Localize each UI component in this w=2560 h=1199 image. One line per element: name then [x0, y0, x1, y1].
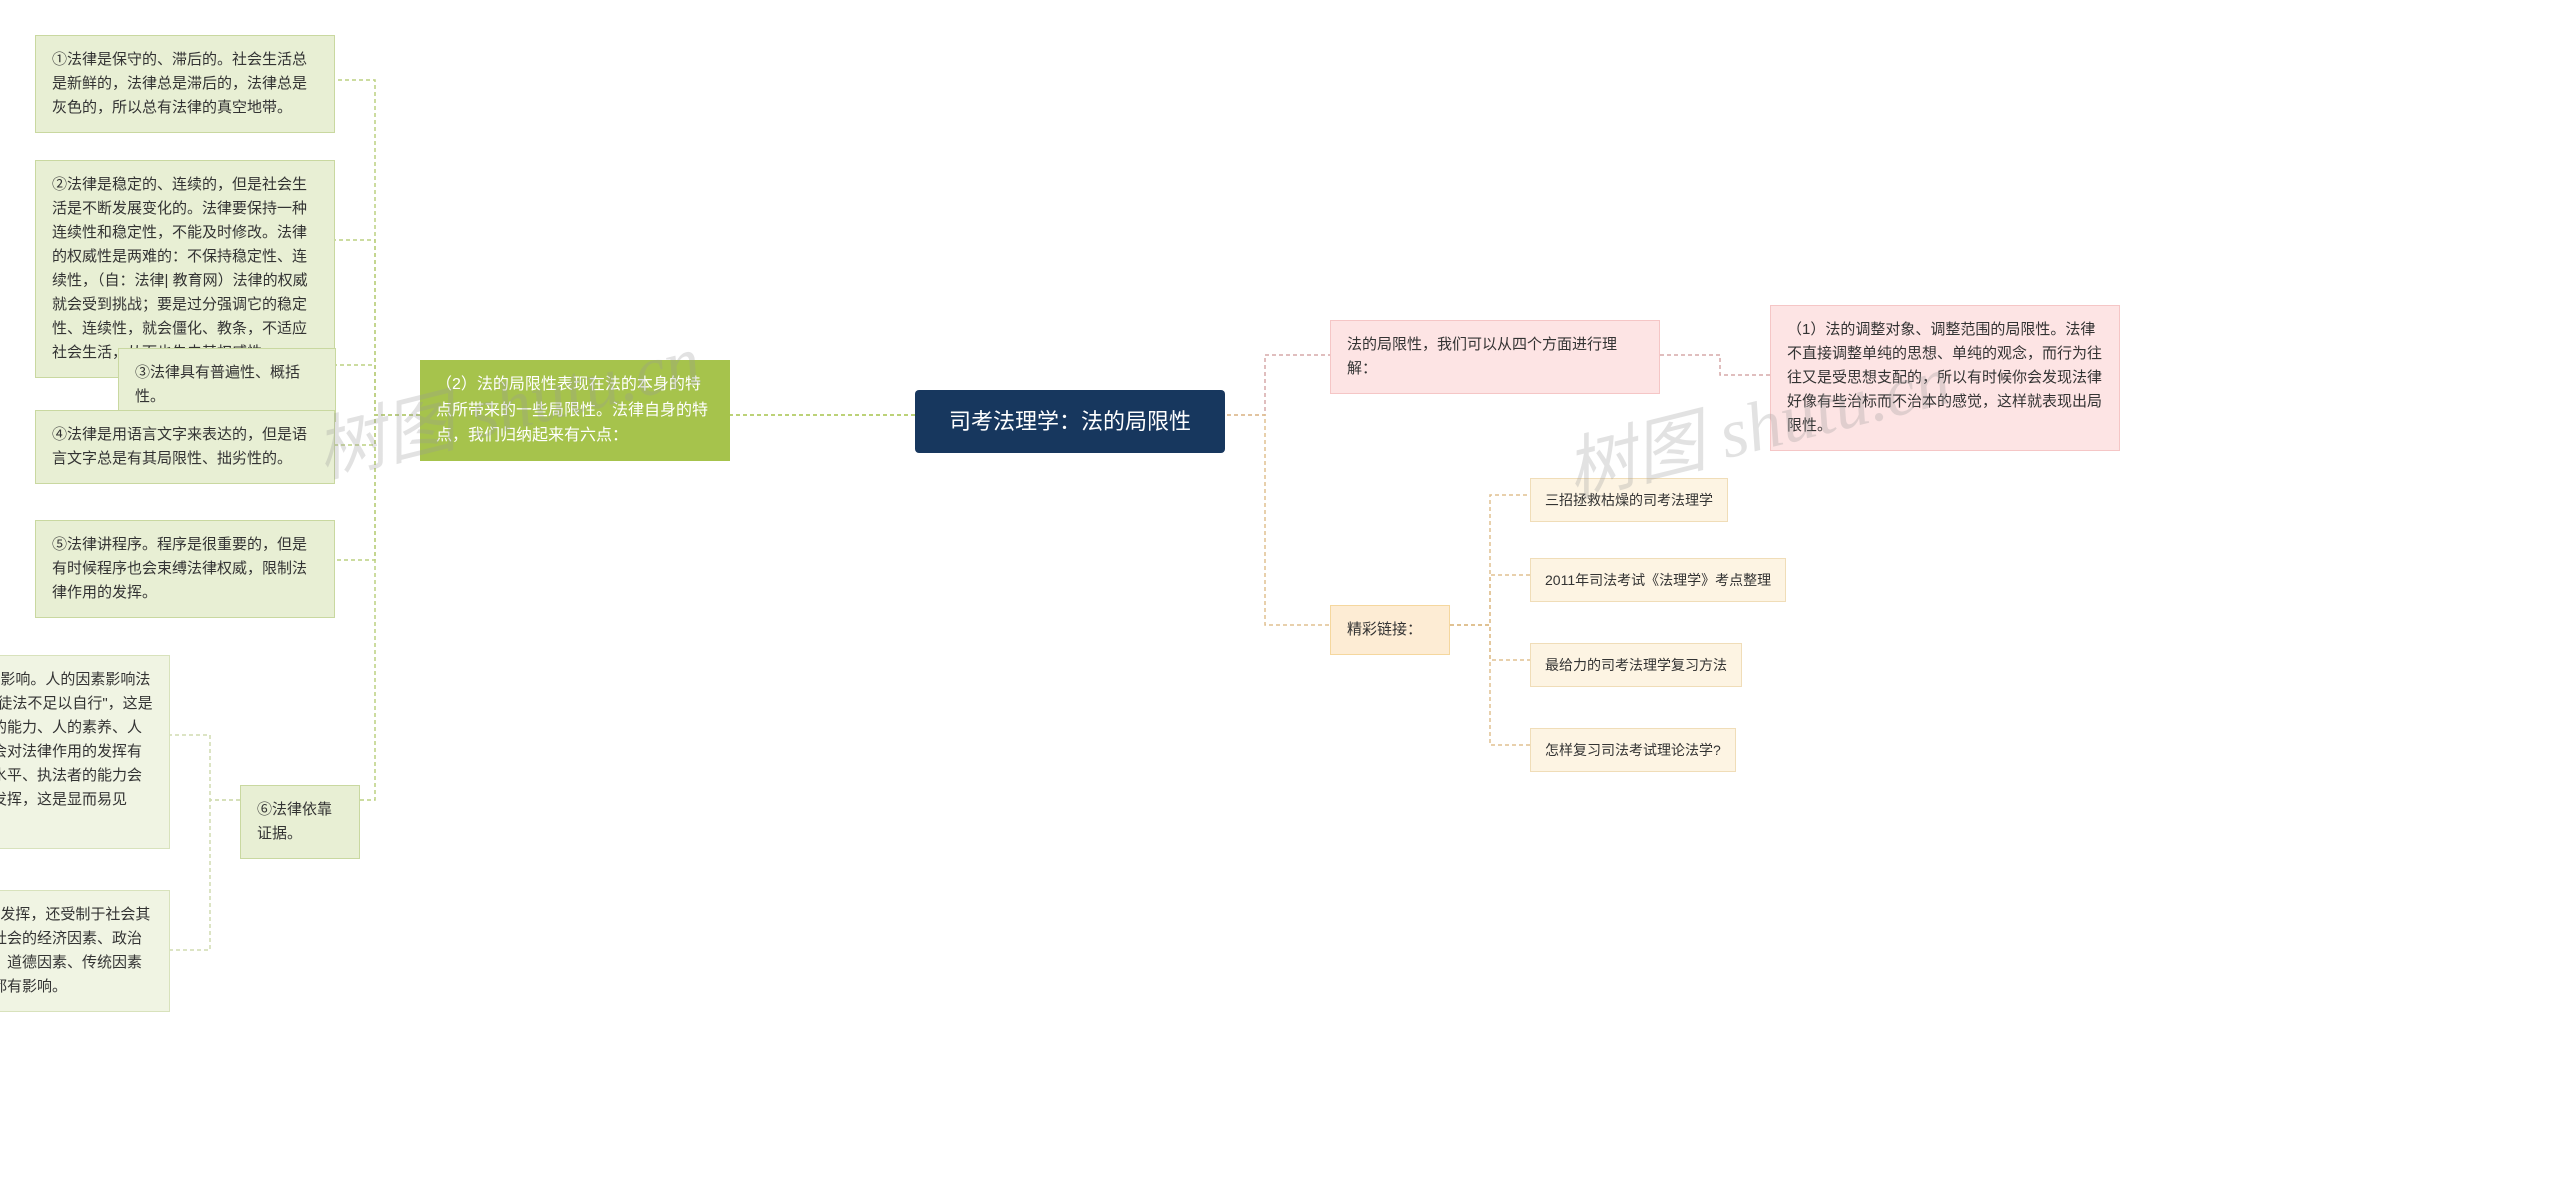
left-child-4: ④法律是用语言文字来表达的，但是语言文字总是有其局限性、拙劣性的。 [35, 410, 335, 484]
link-item-1[interactable]: 2011年司法考试《法理学》考点整理 [1530, 558, 1786, 602]
left-child-5: ⑤法律讲程序。程序是很重要的，但是有时候程序也会束缚法律权威，限制法律作用的发挥… [35, 520, 335, 618]
right-r2-label: 精彩链接： [1347, 621, 1422, 638]
connector-lines [0, 0, 2560, 1199]
left-child-6: ⑥法律依靠证据。 [240, 785, 360, 859]
left-c3-label: ③法律具有普遍性、概括性。 [135, 364, 300, 405]
link-0-label: 三招拯救枯燥的司考法理学 [1545, 492, 1713, 508]
left-c1-label: ①法律是保守的、滞后的。社会生活总是新鲜的，法律总是滞后的，法律总是灰色的，所以… [52, 51, 307, 116]
link-3-label: 怎样复习司法考试理论法学? [1545, 742, 1721, 758]
link-1-label: 2011年司法考试《法理学》考点整理 [1545, 572, 1771, 588]
root-label: 司考法理学：法的局限性 [949, 409, 1191, 434]
left-child-1: ①法律是保守的、滞后的。社会生活总是新鲜的，法律总是滞后的，法律总是灰色的，所以… [35, 35, 335, 133]
left-c5-label: ⑤法律讲程序。程序是很重要的，但是有时候程序也会束缚法律权威，限制法律作用的发挥… [52, 536, 307, 601]
left-c4-label: ④法律是用语言文字来表达的，但是语言文字总是有其局限性、拙劣性的。 [52, 426, 307, 467]
left-sub4-label: （4）法的作用的发挥，还受制于社会其他因素的影响。社会的经济因素、政治因素、文化… [0, 906, 150, 995]
right-r1-child-label: （1）法的调整对象、调整范围的局限性。法律不直接调整单纯的思想、单纯的观念，而行… [1787, 321, 2102, 434]
right-node-limitations: 法的局限性，我们可以从四个方面进行理解： [1330, 320, 1660, 394]
right-node-scope: （1）法的调整对象、调整范围的局限性。法律不直接调整单纯的思想、单纯的观念，而行… [1770, 305, 2120, 451]
left-olive-label: （2）法的局限性表现在法的本身的特点所带来的一些局限性。法律自身的特点，我们归纳… [436, 376, 708, 444]
link-item-0[interactable]: 三招拯救枯燥的司考法理学 [1530, 478, 1728, 522]
left-sub-4: （4）法的作用的发挥，还受制于社会其他因素的影响。社会的经济因素、政治因素、文化… [0, 890, 170, 1012]
link-2-label: 最给力的司考法理学复习方法 [1545, 657, 1727, 673]
right-node-links: 精彩链接： [1330, 605, 1450, 655]
left-child-2: ②法律是稳定的、连续的，但是社会生活是不断发展变化的。法律要保持一种连续性和稳定… [35, 160, 335, 378]
right-r1-label: 法的局限性，我们可以从四个方面进行理解： [1347, 336, 1617, 377]
left-c6-label: ⑥法律依靠证据。 [257, 801, 332, 842]
left-sub3-label: （3）人的因素的影响。人的因素影响法的作用的发挥，"徒法不足以自行"，这是中国的… [0, 671, 153, 832]
left-sub-3: （3）人的因素的影响。人的因素影响法的作用的发挥，"徒法不足以自行"，这是中国的… [0, 655, 170, 849]
link-item-3[interactable]: 怎样复习司法考试理论法学? [1530, 728, 1736, 772]
link-item-2[interactable]: 最给力的司考法理学复习方法 [1530, 643, 1742, 687]
root-node: 司考法理学：法的局限性 [915, 390, 1225, 453]
left-olive-node: （2）法的局限性表现在法的本身的特点所带来的一些局限性。法律自身的特点，我们归纳… [420, 360, 730, 461]
left-c2-label: ②法律是稳定的、连续的，但是社会生活是不断发展变化的。法律要保持一种连续性和稳定… [52, 176, 308, 361]
